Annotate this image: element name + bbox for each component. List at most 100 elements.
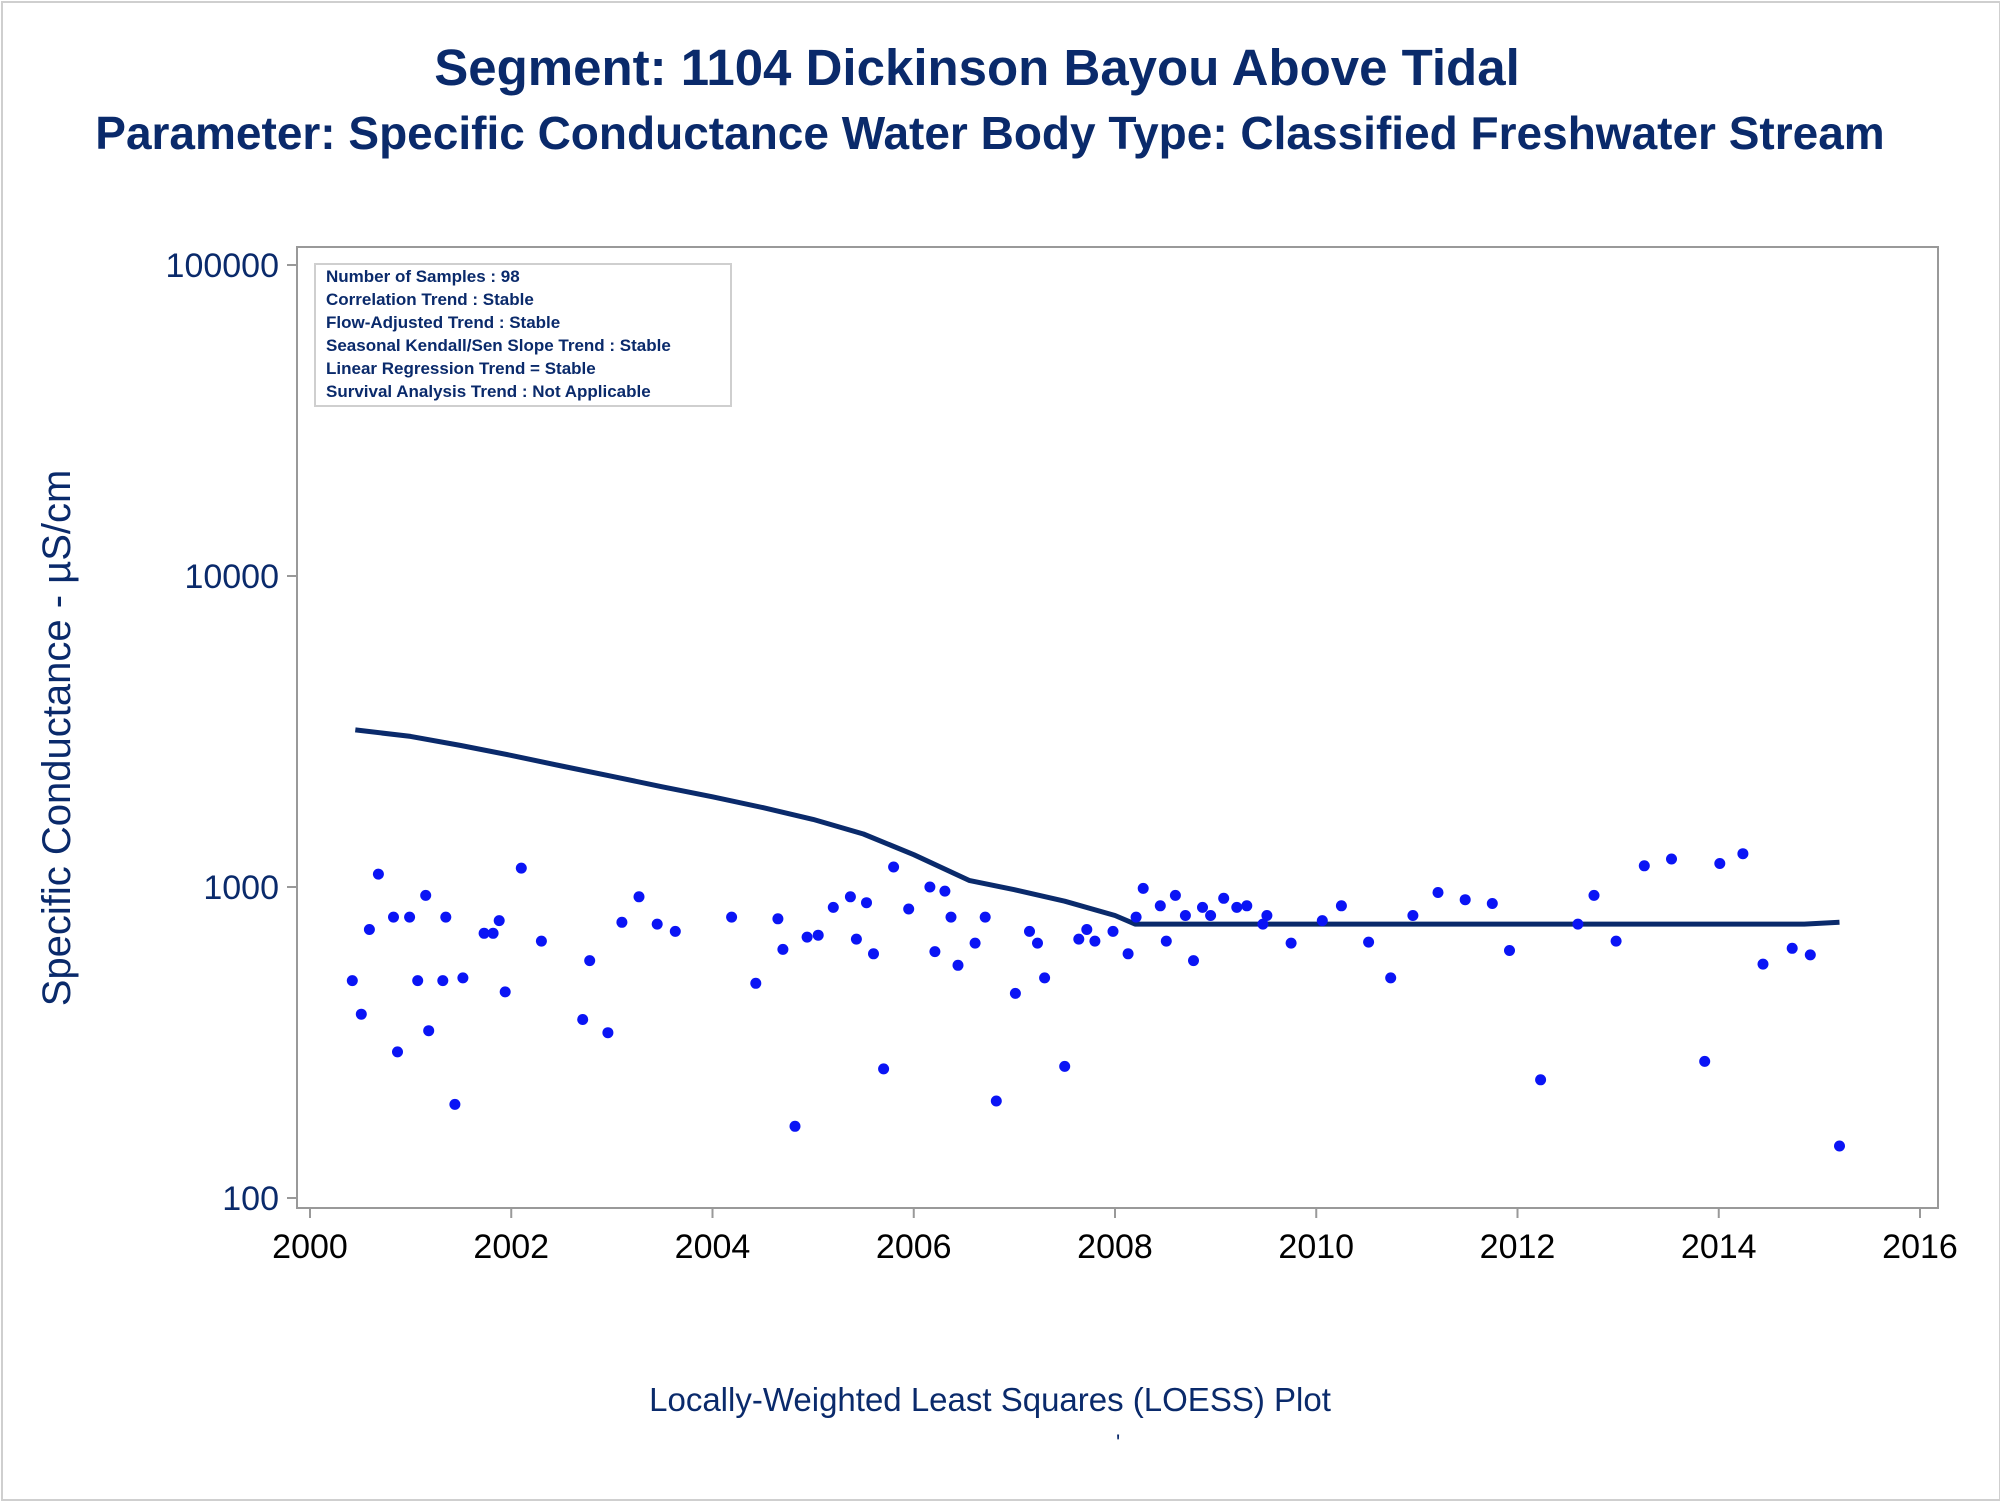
- data-point: [535, 935, 547, 947]
- x-tick-label: 2010: [1278, 1228, 1354, 1266]
- y-tick-label: 1000: [203, 869, 279, 907]
- data-point: [844, 891, 856, 903]
- data-point: [1757, 958, 1769, 970]
- data-point: [801, 931, 813, 943]
- data-point: [903, 903, 915, 915]
- legend-samples: Number of Samples : 98: [326, 267, 520, 286]
- data-point: [1059, 1060, 1071, 1072]
- data-point: [1834, 1140, 1845, 1152]
- data-point: [584, 955, 596, 967]
- x-tick-label: 2012: [1480, 1228, 1556, 1266]
- data-point: [669, 925, 681, 937]
- data-point: [487, 927, 499, 939]
- data-point: [1179, 910, 1191, 921]
- y-tick-label: 100000: [166, 247, 279, 285]
- data-point: [1039, 972, 1051, 984]
- data-point: [861, 897, 872, 909]
- y-axis-label: Specific Conductance - µS/cm: [35, 470, 79, 1007]
- data-point: [1504, 945, 1515, 956]
- data-point: [372, 868, 384, 880]
- data-point: [868, 948, 879, 960]
- data-point: [616, 916, 628, 928]
- legend-correlation: Correlation Trend : Stable: [326, 290, 534, 309]
- x-tick-label: 2006: [876, 1228, 952, 1266]
- data-point: [1081, 924, 1093, 935]
- data-point: [969, 937, 981, 949]
- data-point: [1032, 937, 1043, 949]
- data-point: [1137, 882, 1149, 894]
- data-point: [1737, 848, 1749, 860]
- data-point: [1188, 955, 1199, 967]
- data-point: [1335, 900, 1347, 912]
- y-tick-label: 10000: [184, 558, 279, 596]
- axes: 2000 2002 2004 2006 2008 2010 2012 2014 2016 100 1…: [166, 246, 1958, 1266]
- data-point: [1638, 860, 1650, 872]
- data-point: [990, 1095, 1002, 1107]
- data-point: [423, 1025, 435, 1037]
- data-point: [440, 911, 452, 923]
- plot-border: [296, 246, 1939, 1209]
- x-tick-label: 2008: [1077, 1228, 1153, 1266]
- data-point: [363, 924, 375, 935]
- legend-linear-regression: Linear Regression Trend = Stable: [326, 359, 596, 378]
- data-point: [437, 975, 449, 987]
- data-point: [1714, 858, 1726, 869]
- data-point: [1160, 935, 1172, 947]
- data-point: [1588, 889, 1600, 901]
- data-point: [1231, 901, 1243, 913]
- data-point: [651, 918, 663, 930]
- data-point: [924, 881, 936, 893]
- data-point: [499, 986, 511, 998]
- data-point: [750, 977, 762, 989]
- data-point: [945, 911, 957, 923]
- loess-line-layer: [355, 727, 1840, 927]
- data-point: [952, 959, 964, 971]
- data-point: [789, 1120, 801, 1132]
- data-point: [979, 911, 991, 923]
- data-point: [777, 943, 789, 955]
- x-tick-label: 2002: [473, 1228, 549, 1266]
- data-point: [388, 911, 399, 923]
- y-tick-label: 100: [222, 1180, 279, 1218]
- data-point: [633, 891, 645, 903]
- x-tick-label: 2016: [1882, 1228, 1958, 1266]
- data-point: [850, 933, 862, 945]
- data-point: [812, 929, 824, 941]
- data-point: [1257, 918, 1269, 930]
- loess-line: [355, 727, 1840, 927]
- data-point: [1241, 900, 1253, 912]
- scatter-points: [346, 315, 1845, 1152]
- data-point: [1089, 935, 1101, 947]
- data-point: [1459, 894, 1471, 906]
- data-point: [1218, 892, 1230, 904]
- data-point: [1122, 948, 1134, 960]
- data-point: [1535, 1074, 1547, 1086]
- data-point: [1024, 925, 1035, 937]
- data-point: [355, 1008, 367, 1020]
- x-tick-label: 2004: [675, 1228, 751, 1266]
- data-point: [888, 861, 900, 873]
- data-point: [392, 1046, 403, 1058]
- legend-flow-adjusted: Flow-Adjusted Trend : Stable: [326, 313, 561, 332]
- data-point: [1385, 972, 1397, 984]
- data-point: [493, 915, 505, 927]
- data-point: [449, 1098, 461, 1110]
- data-point: [346, 975, 358, 987]
- x-tick-label: 2014: [1681, 1228, 1757, 1266]
- data-point: [1154, 900, 1166, 912]
- x-tick-label: 2000: [272, 1228, 348, 1266]
- legend-survival-analysis: Survival Analysis Trend : Not Applicable: [326, 382, 651, 401]
- data-point: [1699, 1055, 1711, 1067]
- data-point: [1009, 987, 1021, 999]
- data-point: [827, 901, 839, 913]
- data-point: [1804, 949, 1816, 961]
- data-point: [420, 889, 432, 901]
- data-point: [602, 1027, 614, 1039]
- data-point: [1786, 942, 1798, 954]
- footnote-mark: ': [1116, 1430, 1121, 1455]
- data-point: [1666, 853, 1677, 865]
- data-point: [1205, 910, 1217, 921]
- data-point: [939, 885, 951, 897]
- data-point: [1073, 933, 1085, 945]
